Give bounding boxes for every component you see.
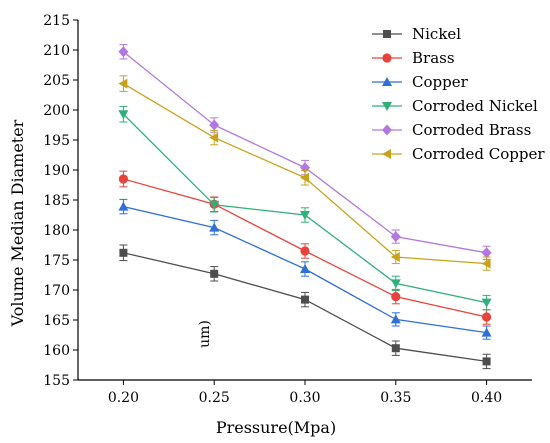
y-tick-label: 185 (43, 193, 70, 209)
y-tick-label: 210 (43, 43, 70, 59)
series-corroded-brass (118, 44, 492, 260)
data-point (391, 292, 401, 302)
series-nickel (119, 244, 491, 370)
legend-label: Corroded Copper (412, 145, 545, 163)
x-tick-label: 0.30 (289, 390, 320, 406)
legend-entry: Copper (372, 73, 469, 91)
data-point (301, 295, 309, 304)
series-layer (118, 44, 492, 370)
legend-marker (382, 124, 392, 136)
data-point (481, 247, 492, 259)
series-copper (118, 198, 492, 340)
series-corroded-copper (118, 75, 491, 271)
legend-marker (382, 102, 392, 111)
data-point (118, 174, 128, 184)
x-tick-label: 0.25 (199, 390, 230, 406)
data-point (481, 327, 492, 337)
legend-marker (382, 149, 391, 159)
legend-marker (383, 30, 391, 38)
data-point (118, 46, 129, 58)
data-point (481, 298, 492, 308)
legend-label: Corroded Brass (412, 121, 531, 139)
y-tick-label: 170 (43, 283, 70, 299)
data-point (209, 119, 220, 131)
legend-label: Copper (412, 73, 469, 91)
data-point (118, 78, 128, 89)
data-point (209, 132, 219, 143)
data-point (118, 201, 129, 211)
x-tick-label: 0.35 (380, 390, 411, 406)
y-tick-label: 190 (43, 163, 70, 179)
x-tick-label: 0.40 (471, 390, 502, 406)
data-point (482, 312, 492, 322)
data-point (118, 110, 129, 120)
y-tick-label: 215 (43, 13, 70, 29)
data-point (300, 211, 310, 220)
legend-marker (382, 77, 392, 86)
legend-entry: Corroded Copper (372, 145, 545, 163)
data-point (481, 258, 491, 269)
unit-annotation: um) (197, 320, 213, 348)
y-tick-label: 180 (43, 223, 70, 239)
y-tick-label: 175 (43, 253, 70, 269)
legend-entry: Brass (372, 49, 455, 67)
data-point (390, 279, 401, 289)
data-point (210, 269, 219, 278)
legend-marker (382, 53, 392, 63)
legend-label: Brass (412, 49, 455, 67)
data-point (390, 252, 400, 262)
data-point (119, 248, 128, 257)
legend-entry: Nickel (372, 25, 461, 43)
data-point (390, 231, 401, 243)
legend-entry: Corroded Nickel (372, 97, 538, 115)
y-tick-label: 195 (43, 133, 70, 149)
x-tick-label: 0.20 (108, 390, 139, 406)
y-axis-label: Volume Median Diameter (8, 119, 27, 327)
legend: Nickel Brass Copper Corroded Nickel Corroded… (372, 25, 545, 163)
y-tick-label: 155 (43, 373, 70, 389)
legend-label: Corroded Nickel (412, 97, 538, 115)
data-point (390, 314, 401, 324)
y-tick-label: 200 (43, 103, 70, 119)
data-point (300, 172, 309, 183)
x-axis-label: Pressure(Mpa) (216, 418, 336, 437)
y-tick-label: 160 (43, 343, 70, 359)
y-tick-label: 205 (43, 73, 70, 89)
legend-entry: Corroded Brass (372, 121, 531, 139)
data-point (391, 344, 400, 353)
data-point (482, 357, 491, 366)
axes: 155 160 165 170 175 180 185 190 195 200 205 210 215 0… (43, 13, 532, 406)
data-point (300, 264, 310, 273)
series-corroded-nickel (118, 105, 492, 311)
y-tick-label: 165 (43, 313, 70, 329)
data-point (209, 200, 220, 210)
data-point (209, 222, 220, 232)
data-point (300, 246, 310, 256)
legend-label: Nickel (412, 25, 461, 43)
